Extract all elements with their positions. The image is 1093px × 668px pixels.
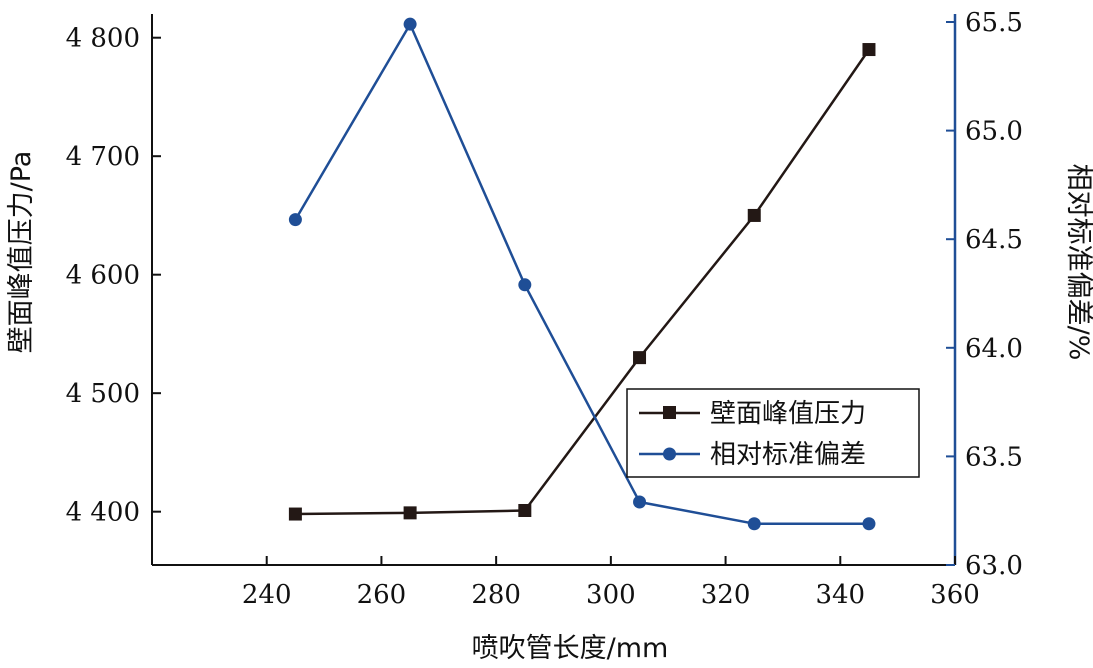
x-axis-title: 喷吹管长度/mm: [472, 633, 669, 664]
legend-marker-deviation: [663, 447, 676, 461]
left-y-tick-label: 4 400: [66, 498, 140, 528]
right-y-tick-label: 64.0: [965, 334, 1023, 364]
right-y-tick-label: 63.0: [965, 551, 1023, 581]
data-point-circle: [862, 517, 876, 531]
x-tick-label: 240: [242, 580, 292, 610]
data-point-square: [518, 503, 532, 517]
x-tick-label: 280: [471, 580, 521, 610]
data-point-circle: [633, 495, 647, 509]
data-point-square: [633, 351, 647, 365]
left-y-tick-label: 4 500: [66, 379, 140, 409]
x-tick-label: 300: [586, 580, 636, 610]
left-y-tick-label: 4 800: [66, 24, 140, 54]
right-y-axis-ticks: 63.0 63.5 64.0 64.5 65.0 65.5: [946, 8, 1023, 581]
right-y-tick-label: 63.5: [965, 442, 1023, 472]
data-point-circle: [288, 213, 302, 227]
legend-box: [626, 388, 920, 478]
x-tick-label: 260: [357, 580, 407, 610]
right-y-tick-label: 64.5: [965, 225, 1023, 255]
left-y-tick-label: 4 700: [66, 142, 140, 172]
x-tick-label: 340: [815, 580, 865, 610]
left-y-axis-title: 壁面峰值压力/Pa: [6, 151, 37, 354]
right-y-tick-label: 65.5: [965, 8, 1023, 38]
series-layer: [288, 17, 876, 531]
data-point-square: [288, 507, 302, 521]
data-point-square: [403, 506, 417, 520]
right-y-tick-label: 65.0: [965, 117, 1023, 147]
x-tick-label: 360: [930, 580, 980, 610]
legend-label-pressure: 壁面峰值压力: [710, 399, 866, 429]
right-y-axis-title: 相对标准偏差/%: [1063, 164, 1093, 361]
axes: [151, 14, 957, 566]
legend-label-deviation: 相对标准偏差: [710, 440, 866, 470]
series-line-1: [295, 48, 871, 516]
x-axis-ticks: 240 260 280 300 320 340 360: [242, 556, 980, 610]
legend-marker-pressure: [663, 406, 676, 419]
left-y-axis-ticks: 4 400 4 500 4 600 4 700 4 800: [66, 24, 161, 528]
series-line-2: [294, 22, 869, 525]
left-y-tick-label: 4 600: [66, 261, 140, 291]
data-point-circle: [403, 17, 417, 31]
data-point-circle: [747, 517, 761, 531]
x-tick-label: 320: [701, 580, 751, 610]
data-point-circle: [518, 278, 532, 292]
data-point-square: [747, 208, 761, 222]
legend: 壁面峰值压力 相对标准偏差: [626, 388, 920, 478]
data-point-square: [862, 43, 876, 57]
